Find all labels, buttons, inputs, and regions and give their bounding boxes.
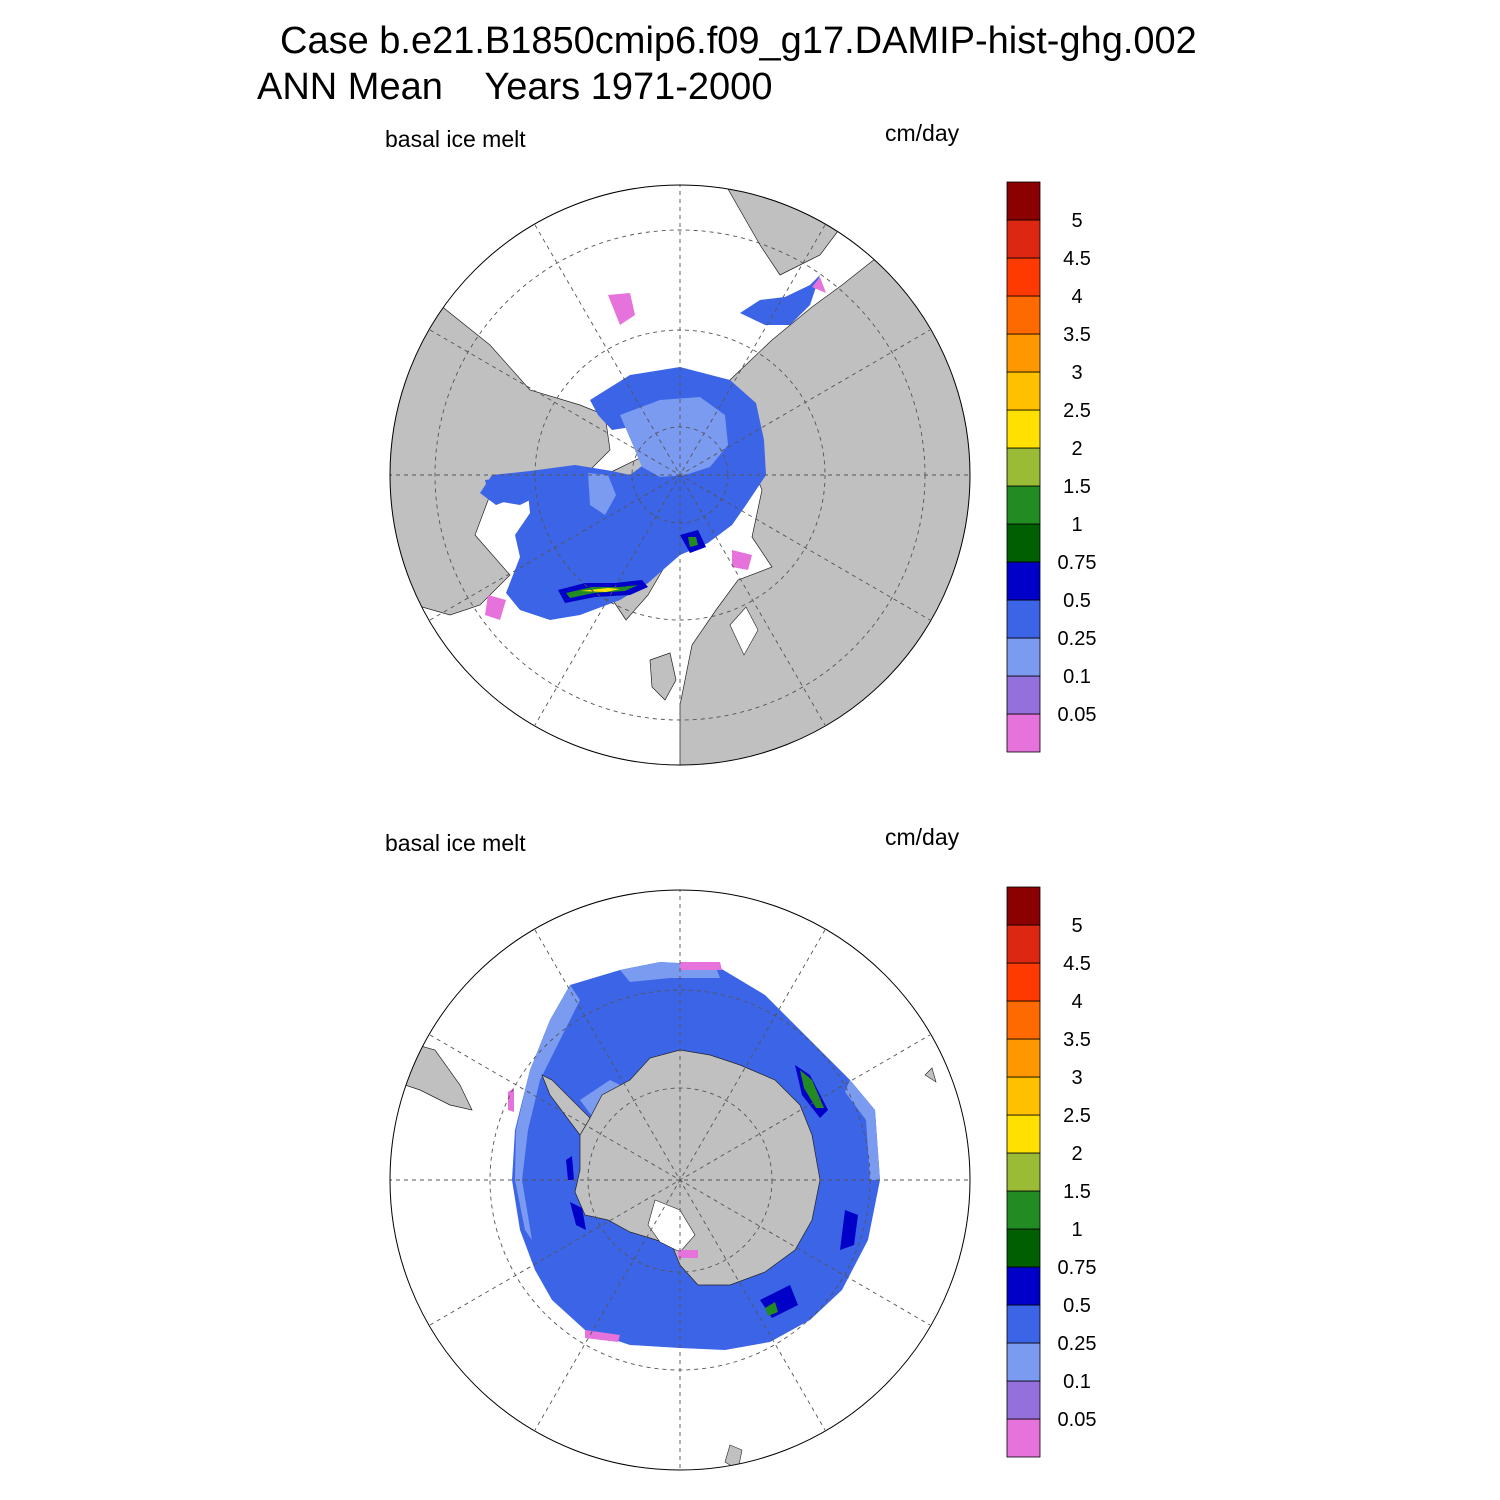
rim-low-melt-w [508,1088,514,1112]
colorbar-swatch [1006,713,1041,753]
svalbard-core-melt [688,537,698,547]
colorbar-swatch [1006,675,1041,715]
colorbar-tick-label: 0.25 [1058,1333,1097,1355]
colorbar-swatch [1006,1114,1041,1154]
colorbar-swatch [1006,1304,1041,1344]
period-title: ANN Mean Years 1971-2000 [257,66,773,108]
colorbar-tick-label: 3 [1071,1067,1082,1089]
colorbar-tick-label: 0.05 [1058,1409,1097,1431]
colorbar-tick-label: 1.5 [1063,1181,1091,1203]
north-polar-map [380,175,980,775]
north-variable-label: basal ice melt [385,126,526,152]
south-units-label: cm/day [885,824,960,850]
colorbar-swatch [1006,447,1041,487]
colorbar-swatch [1006,886,1041,926]
colorbar-tick-label: 0.25 [1058,628,1097,650]
colorbar-swatch [1006,1266,1041,1306]
colorbar-tick-label: 0.5 [1063,590,1091,612]
colorbar-swatch [1006,1190,1041,1230]
colorbar-swatch [1006,599,1041,639]
rim-low-melt-s [585,1330,620,1342]
south-polar-map [380,880,980,1480]
east-antarctic-core-melt-3 [765,1302,778,1316]
colorbar-tick-label: 2.5 [1063,1105,1091,1127]
colorbar-svg: 0.05 0.1 0.25 0.5 0.75 1 1.5 2 2.5 3 3.5 4 4.5 5 [1006,886,1097,1458]
rim-low-melt-n [680,962,722,970]
colorbar-tick-label: 4.5 [1063,953,1091,975]
colorbar-tick-label: 0.75 [1058,1257,1097,1279]
colorbar-swatch [1006,962,1041,1002]
colorbar-swatch [1006,561,1041,601]
hudson-melt [485,475,540,505]
colorbar-tick-label: 1.5 [1063,476,1091,498]
colorbar-tick-label: 0.75 [1058,552,1097,574]
colorbar-tick-label: 2 [1071,1143,1082,1165]
colorbar-tick-label: 4 [1071,991,1082,1013]
colorbar-swatch [1006,333,1041,373]
peninsula-high-melt [566,1156,574,1180]
colorbar-tick-label: 3.5 [1063,1029,1091,1051]
colorbar-tick-label: 1 [1071,1219,1082,1241]
arctic-melt-central [620,397,728,477]
colorbar-tick-label: 1 [1071,514,1082,536]
south-colorbar: 0.05 0.1 0.25 0.5 0.75 1 1.5 2 2.5 3 3.5 4 4.5 5 [1005,885,1125,1465]
colorbar-tick-label: 0.1 [1063,666,1091,688]
west-antarctic-high-melt [570,1202,586,1230]
north-colorbar: 0.05 0.1 0.25 0.5 0.75 1 1.5 2 2.5 3 3.5 4 4.5 5 [1005,180,1125,760]
colorbar-tick-label: 5 [1071,210,1082,232]
colorbar-svg: 0.05 0.1 0.25 0.5 0.75 1 1.5 2 2.5 3 3.5 4 4.5 5 [1006,181,1097,753]
colorbar-swatch [1006,219,1041,259]
colorbar-tick-label: 3 [1071,362,1082,384]
colorbar-swatch [1006,637,1041,677]
colorbar-swatch [1006,1000,1041,1040]
colorbar-swatch [1006,1418,1041,1458]
colorbar-tick-label: 4 [1071,286,1082,308]
greenland-east-peak-melt [580,588,620,592]
east-antarctic-high-melt-2 [840,1210,858,1250]
colorbar-tick-label: 3.5 [1063,324,1091,346]
rim-low-melt-4 [812,277,826,293]
baffin-melt [588,473,616,515]
antarctica-land [574,1049,821,1286]
colorbar-swatch [1006,485,1041,525]
colorbar-swatch [1006,181,1041,221]
case-title: Case b.e21.B1850cmip6.f09_g17.DAMIP-hist… [280,20,1197,62]
colorbar-tick-label: 2.5 [1063,400,1091,422]
rim-low-melt-ross [678,1250,698,1258]
colorbar-swatch [1006,1228,1041,1268]
colorbar-tick-label: 0.05 [1058,704,1097,726]
colorbar-tick-label: 2 [1071,438,1082,460]
africa-tip-land [924,1067,937,1083]
east-antarctic-core-melt-1 [800,1070,824,1108]
rim-low-melt-3 [732,550,752,570]
colorbar-swatch [1006,1038,1041,1078]
colorbar-swatch [1006,257,1041,297]
colorbar-swatch [1006,1152,1041,1192]
colorbar-swatch [1006,295,1041,335]
colorbar-swatch [1006,371,1041,411]
rim-low-melt-1 [608,293,635,325]
colorbar-tick-label: 4.5 [1063,248,1091,270]
colorbar-swatch [1006,924,1041,964]
colorbar-swatch [1006,1380,1041,1420]
south-variable-label: basal ice melt [385,830,526,856]
british-isles-land [649,652,677,701]
colorbar-swatch [1006,523,1041,563]
rim-low-melt-2 [485,595,506,620]
southern-melt-rim-west [515,985,580,1240]
pacific-melt [740,275,820,325]
colorbar-swatch [1006,1076,1041,1116]
colorbar-swatch [1006,409,1041,449]
north-units-label: cm/day [885,120,960,146]
colorbar-tick-label: 0.1 [1063,1371,1091,1393]
colorbar-swatch [1006,1342,1041,1382]
scandinavia-gulf [729,606,759,656]
southern-melt-rim-east [845,1080,880,1180]
colorbar-tick-label: 5 [1071,915,1082,937]
colorbar-tick-label: 0.5 [1063,1295,1091,1317]
